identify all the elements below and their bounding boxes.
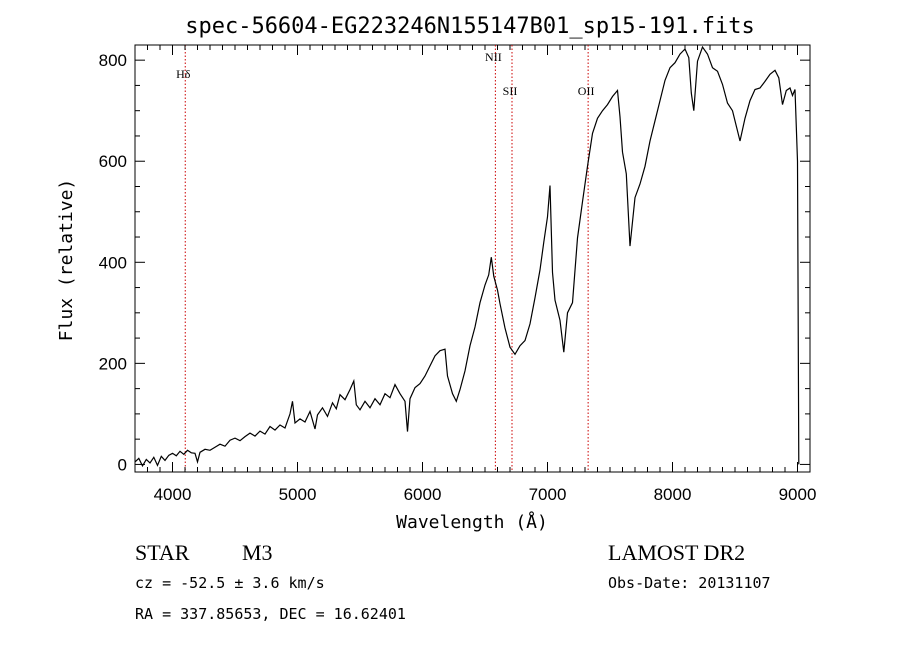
y-tick-label: 800 [99,51,127,70]
spectral-line-label: SII [503,84,518,98]
spectral-line-label: NII [485,50,502,64]
chart-title: spec-56604-EG223246N155147B01_sp15-191.f… [185,14,755,39]
spectrum-line [134,45,800,468]
x-tick-label: 8000 [654,485,692,504]
spectral-line-label: OII [578,84,595,98]
x-tick-label: 5000 [279,485,317,504]
y-tick-label: 600 [99,152,127,171]
redshift-cz: cz = -52.5 ± 3.6 km/s [135,574,325,592]
survey-label: LAMOST DR2 [608,540,745,565]
spectral-line-label: Hδ [176,67,191,81]
x-axis-label: Wavelength (Å) [396,511,548,533]
x-tick-label: 4000 [154,485,192,504]
y-tick-label: 0 [118,455,127,474]
x-tick-label: 7000 [529,485,567,504]
y-axis-label: Flux (relative) [56,179,77,342]
line-marker-layer: Hδ NII SII OII [176,45,594,472]
axis-tick-layer: 4000 5000 6000 7000 8000 9000 0 200 400 600 800 [99,45,817,504]
x-tick-label: 6000 [404,485,442,504]
ra-dec-coordinates: RA = 337.85653, DEC = 16.62401 [135,605,406,623]
plot-frame [134,44,811,473]
observation-date: Obs-Date: 20131107 [608,574,771,592]
object-subclass: M3 [242,540,273,565]
y-tick-label: 400 [99,253,127,272]
object-class: STAR [135,540,190,565]
y-tick-label: 200 [99,354,127,373]
x-tick-label: 9000 [779,485,817,504]
